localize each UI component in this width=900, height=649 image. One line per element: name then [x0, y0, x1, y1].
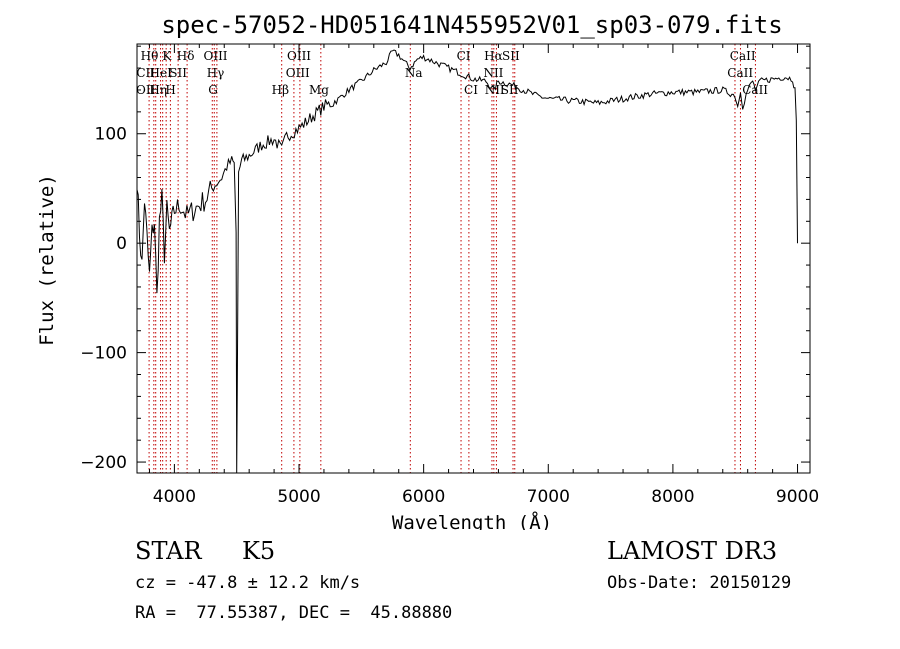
line-marker-label: CI [457, 49, 471, 63]
line-marker-label: Hθ [141, 49, 159, 63]
line-markers [148, 44, 756, 473]
line-marker-label: OII [136, 83, 156, 97]
x-tick-label: 7000 [527, 487, 570, 507]
line-marker-label: CaII [730, 49, 756, 63]
x-tick-label: 9000 [776, 487, 819, 507]
y-tick-label: 0 [116, 234, 127, 254]
line-marker-label: HeI [150, 66, 173, 80]
y-tick-label: −200 [80, 453, 127, 473]
object-class: STAR [135, 537, 202, 565]
line-marker-label: Mg [309, 83, 329, 97]
line-marker-label: CII [136, 66, 155, 80]
line-marker-label: SII [169, 66, 187, 80]
line-marker-label: SII [502, 49, 520, 63]
x-tick-label: 6000 [402, 487, 445, 507]
line-marker-label: OIII [286, 66, 310, 80]
x-tick-label: 8000 [651, 487, 694, 507]
spectrum-chart: spec-57052-HD051641N455952V01_sp03-079.f… [36, 11, 819, 530]
line-marker-label: NII [483, 66, 503, 80]
obs-date: Obs-Date: 20150129 [607, 573, 792, 593]
line-marker-label: Hη [149, 83, 167, 97]
line-marker-label: K [162, 49, 172, 63]
survey-name: LAMOST DR3 [607, 537, 778, 565]
y-tick-label: 100 [95, 125, 127, 145]
line-marker-label: Hγ [207, 66, 225, 80]
x-tick-label: 5000 [277, 487, 320, 507]
y-tick-label: −100 [80, 344, 127, 364]
line-marker-label: CI [464, 83, 478, 97]
line-marker-label: Hα [484, 49, 503, 63]
line-marker-label: Hβ [272, 83, 289, 97]
line-marker-label: G [208, 83, 218, 97]
line-marker-label: H [165, 83, 175, 97]
object-subclass: K5 [242, 537, 276, 565]
line-marker-label: SII [501, 83, 519, 97]
y-axis-label: Flux (relative) [36, 174, 58, 346]
x-axis-label: Wavelength (Å) [392, 511, 552, 530]
line-marker-label: Na [405, 66, 423, 80]
line-marker-label: OIII [203, 49, 227, 63]
y-axis: −200 −100 0 100 [80, 45, 810, 473]
line-marker-label: NII [485, 83, 505, 97]
chart-title: spec-57052-HD051641N455952V01_sp03-079.f… [161, 11, 782, 39]
x-axis: 4000 5000 6000 7000 8000 9000 [148, 44, 819, 507]
x-tick-label: 4000 [153, 487, 196, 507]
line-marker-label: CaII [727, 66, 753, 80]
spectrum-line [136, 49, 798, 474]
coordinates: RA = 77.55387, DEC = 45.88880 [135, 603, 453, 623]
line-marker-label: OIII [287, 49, 311, 63]
line-marker-label: Hδ [177, 49, 195, 63]
redshift-cz: cz = -47.8 ± 12.2 km/s [135, 573, 361, 593]
